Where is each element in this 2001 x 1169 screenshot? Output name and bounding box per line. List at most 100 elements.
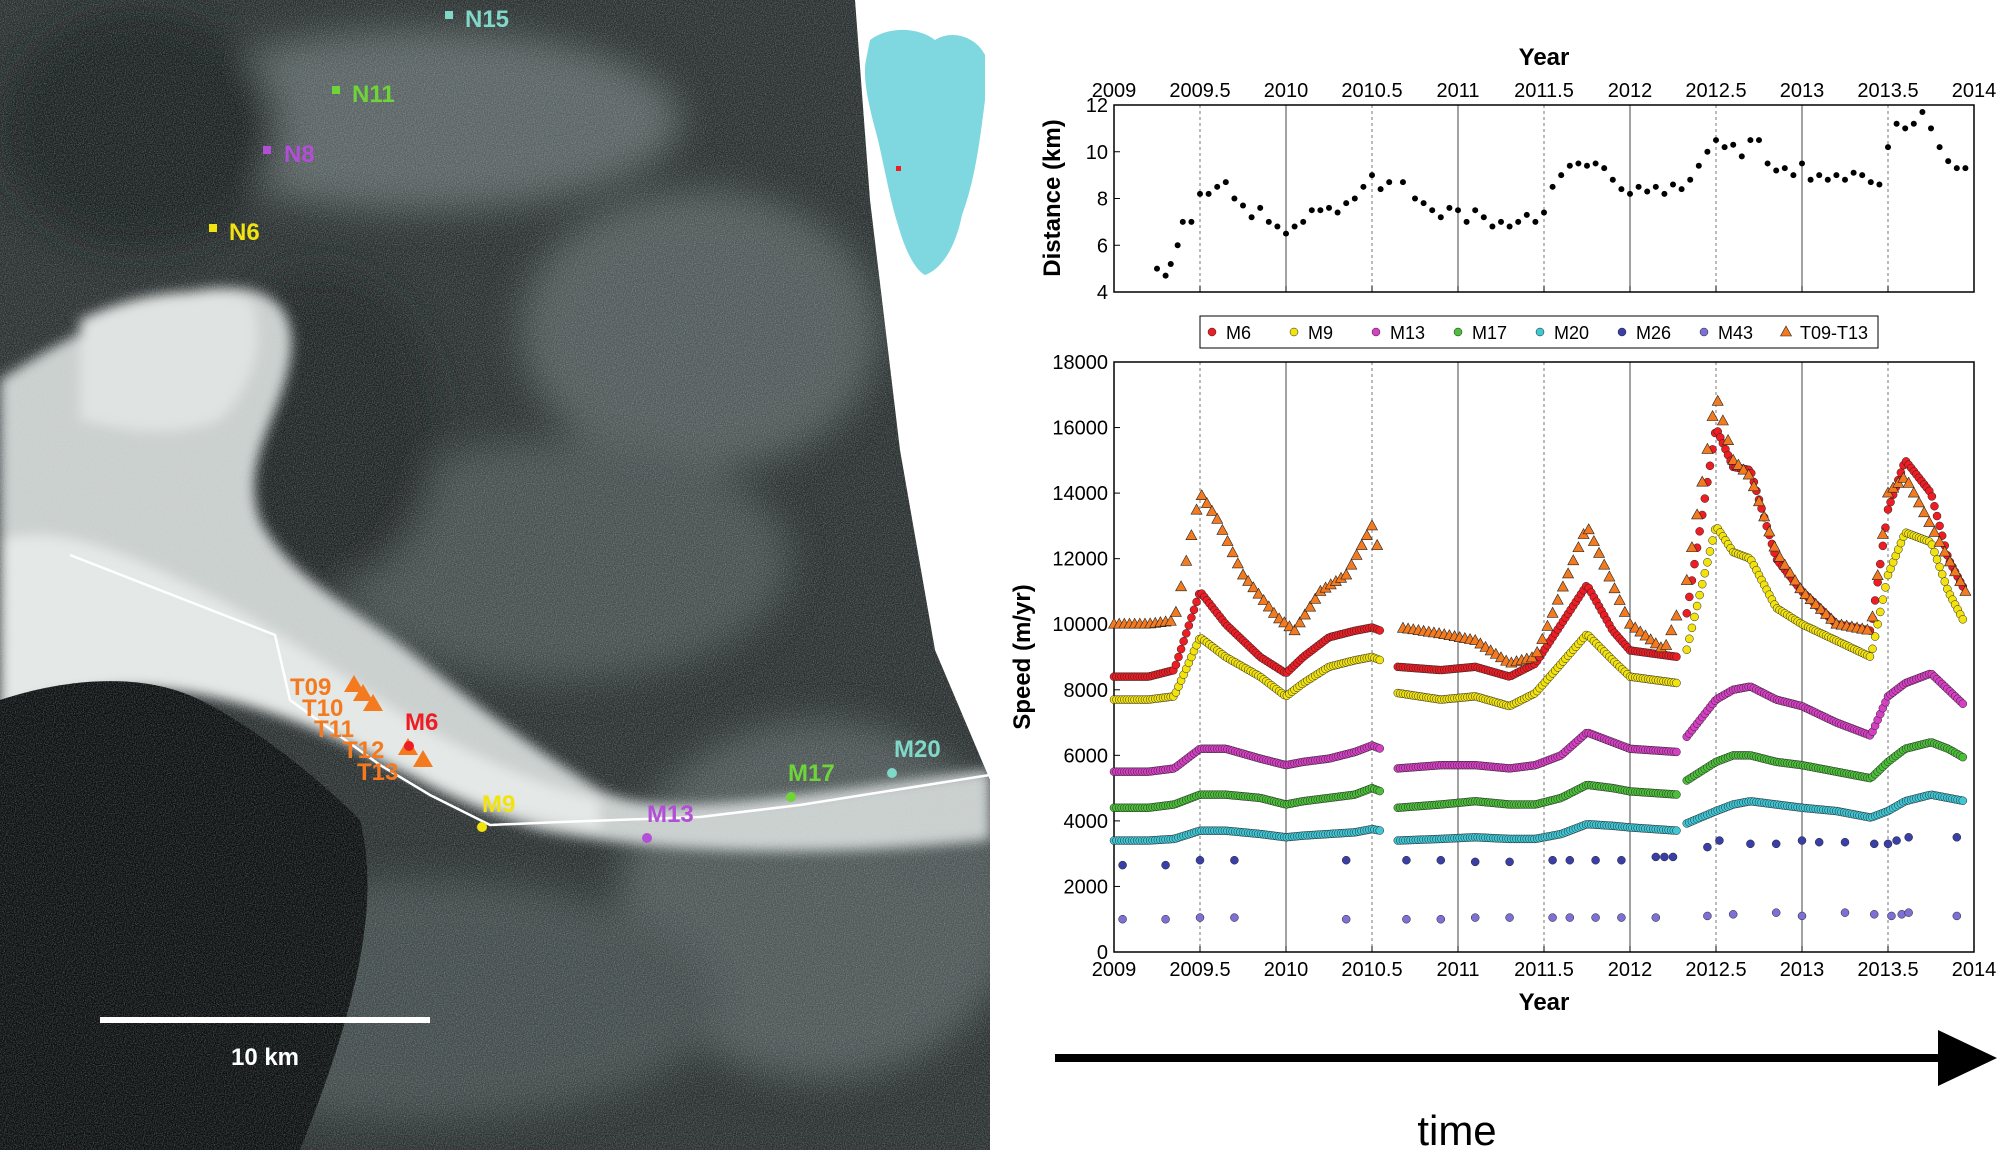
- distance-point: [1214, 183, 1221, 190]
- speed-x-tick-label: 2013.5: [1857, 959, 1918, 981]
- speed-point-m13: [1375, 744, 1384, 753]
- speed-point-t09-t13: [1587, 534, 1600, 546]
- distance-point: [1859, 172, 1866, 179]
- speed-point-m9: [1682, 645, 1692, 654]
- speed-point-m9: [1697, 579, 1707, 589]
- speed-point-m20: [1375, 826, 1384, 835]
- speed-point-t09-t13: [1949, 565, 1962, 577]
- distance-y-tick-label: 12: [1086, 95, 1108, 117]
- distance-point: [1154, 265, 1160, 272]
- distance-point: [1902, 125, 1909, 132]
- distance-point: [1343, 200, 1350, 207]
- speed-point-t09-t13: [1711, 394, 1724, 406]
- speed-point-m9: [1375, 655, 1384, 665]
- speed-point-t09-t13: [1912, 496, 1925, 508]
- speed-point-t09-t13: [1340, 568, 1353, 580]
- distance-y-axis-title: Distance (km): [1039, 119, 1066, 276]
- speed-point-t09-t13: [1262, 600, 1275, 612]
- legend-marker-m6: [1207, 327, 1217, 337]
- speed-point-m6: [1705, 461, 1715, 471]
- distance-x-tick-label: 2012: [1608, 80, 1653, 102]
- distance-point: [1265, 218, 1272, 225]
- distance-point: [1953, 165, 1960, 172]
- speed-point-t09-t13: [1350, 548, 1363, 560]
- distance-point: [1334, 209, 1341, 216]
- speed-point-m6: [1883, 505, 1893, 514]
- legend-marker-t09-t13: [1779, 325, 1793, 337]
- distance-y-tick-label: 8: [1097, 189, 1108, 211]
- speed-point-t09-t13: [1789, 574, 1802, 586]
- distance-point: [1635, 183, 1642, 190]
- speed-point-m26: [1952, 833, 1962, 842]
- speed-chart: 2009 2009.5 2010 2010.5 2011 2011.5 2012 2012.5…: [1009, 315, 1997, 1016]
- speed-x-tick-label: 2011: [1436, 959, 1479, 981]
- distance-point: [1412, 195, 1418, 202]
- distance-point: [1317, 207, 1324, 214]
- speed-point-t09-t13: [1180, 554, 1193, 566]
- distance-point: [1377, 186, 1384, 193]
- speed-point-t09-t13: [1706, 410, 1719, 421]
- speed-point-m9: [1687, 623, 1697, 633]
- speed-point-m43: [1904, 908, 1913, 917]
- distance-point: [1472, 207, 1479, 214]
- distance-point: [1704, 148, 1711, 155]
- speed-y-tick-label: 16000: [1052, 418, 1108, 440]
- speed-point-t09-t13: [1562, 567, 1575, 579]
- time-arrow-label: time: [1417, 1107, 1496, 1154]
- speed-point-t09-t13: [1649, 637, 1662, 649]
- distance-point: [1962, 165, 1969, 172]
- speed-point-t09-t13: [1273, 612, 1286, 624]
- speed-point-t09-t13: [1861, 623, 1874, 635]
- speed-point-m6: [1927, 492, 1937, 501]
- distance-point: [1584, 162, 1590, 169]
- speed-point-t09-t13: [1644, 633, 1657, 645]
- legend-label-m43: M43: [1718, 323, 1753, 343]
- speed-point-m6: [1886, 497, 1895, 507]
- speed-point-t09-t13: [1546, 606, 1559, 618]
- speed-point-t09-t13: [1866, 610, 1879, 622]
- distance-point: [1480, 214, 1487, 221]
- speed-point-m26: [1161, 860, 1170, 870]
- speed-point-t09-t13: [1825, 612, 1838, 624]
- distance-point: [1291, 223, 1298, 230]
- distance-point: [1764, 160, 1771, 167]
- site-marker-n8: [263, 146, 271, 154]
- speed-point-t09-t13: [1871, 569, 1884, 581]
- speed-x-tick-label: 2014: [1952, 959, 1997, 981]
- site-marker-t13: [413, 750, 433, 767]
- speed-point-m9: [1695, 590, 1704, 600]
- speed-point-m26: [1892, 836, 1901, 845]
- speed-point-m9: [1708, 536, 1717, 545]
- legend-marker-m26: [1617, 327, 1627, 337]
- speed-point-t09-t13: [1758, 510, 1771, 522]
- speed-point-t09-t13: [1634, 625, 1647, 637]
- distance-y-tick-label: 6: [1097, 235, 1108, 257]
- speed-point-t09-t13: [1226, 546, 1239, 558]
- distance-x-tick-label: 2012.5: [1685, 80, 1746, 102]
- speed-point-t09-t13: [1293, 616, 1306, 628]
- speed-point-m26: [1651, 852, 1661, 862]
- distance-point: [1738, 153, 1745, 160]
- speed-y-tick-label: 10000: [1052, 614, 1108, 636]
- speed-point-m43: [1617, 913, 1626, 922]
- site-marker-t09: [344, 675, 364, 692]
- distance-point: [1360, 183, 1367, 190]
- distance-point: [1446, 204, 1453, 211]
- speed-point-m26: [1591, 855, 1600, 865]
- speed-point-t09-t13: [1304, 600, 1317, 612]
- speed-point-t09-t13: [1923, 515, 1936, 527]
- speed-point-t09-t13: [1257, 593, 1270, 605]
- distance-point: [1179, 218, 1186, 225]
- speed-point-t09-t13: [1541, 619, 1554, 631]
- distance-point: [1678, 186, 1685, 193]
- speed-point-t09-t13: [1809, 597, 1822, 609]
- distance-point: [1369, 172, 1375, 179]
- speed-point-m9: [1868, 644, 1877, 654]
- legend-label-m17: M17: [1472, 323, 1507, 343]
- speed-point-t09-t13: [1623, 617, 1637, 629]
- speed-point-m9: [1876, 607, 1885, 617]
- speed-point-m26: [1470, 857, 1480, 867]
- speed-point-m26: [1505, 857, 1514, 867]
- speed-point-t09-t13: [1897, 471, 1910, 483]
- speed-point-m26: [1341, 855, 1351, 865]
